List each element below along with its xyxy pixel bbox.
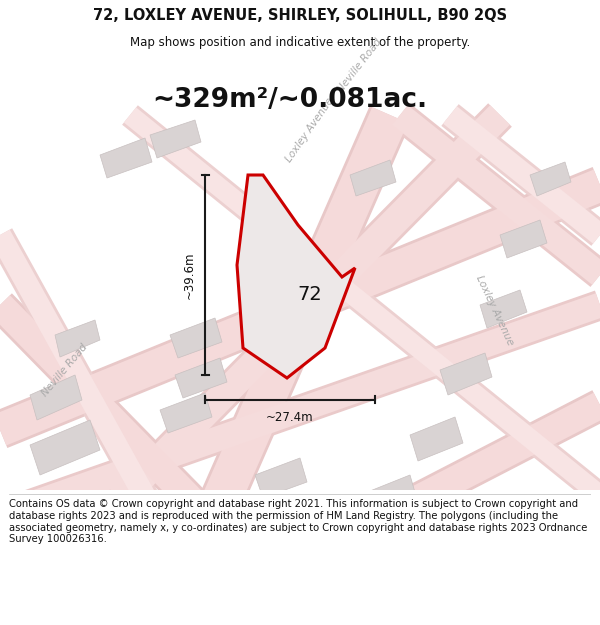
Polygon shape (170, 318, 222, 358)
Polygon shape (175, 358, 227, 398)
Polygon shape (360, 475, 418, 523)
Polygon shape (480, 290, 527, 328)
Polygon shape (440, 353, 492, 395)
Polygon shape (30, 420, 100, 475)
Text: Loxley Avenue: Loxley Avenue (475, 273, 515, 347)
Polygon shape (410, 417, 463, 461)
Polygon shape (30, 375, 82, 420)
Text: Loxley Avenue: Loxley Avenue (284, 96, 336, 164)
Text: ~39.6m: ~39.6m (182, 251, 196, 299)
Text: ~329m²/~0.081ac.: ~329m²/~0.081ac. (152, 87, 428, 113)
Text: 72, LOXLEY AVENUE, SHIRLEY, SOLIHULL, B90 2QS: 72, LOXLEY AVENUE, SHIRLEY, SOLIHULL, B9… (93, 8, 507, 23)
Polygon shape (150, 120, 201, 158)
Polygon shape (55, 320, 100, 357)
Text: Neville Road: Neville Road (336, 36, 384, 94)
Text: Map shows position and indicative extent of the property.: Map shows position and indicative extent… (130, 36, 470, 49)
Text: Contains OS data © Crown copyright and database right 2021. This information is : Contains OS data © Crown copyright and d… (9, 499, 587, 544)
Text: ~27.4m: ~27.4m (266, 411, 314, 424)
Polygon shape (530, 162, 571, 196)
Polygon shape (100, 138, 152, 178)
Polygon shape (237, 175, 355, 378)
Polygon shape (255, 458, 307, 498)
Polygon shape (500, 220, 547, 258)
Polygon shape (220, 498, 272, 538)
Polygon shape (160, 393, 212, 433)
Text: Neville Road: Neville Road (40, 342, 90, 398)
Polygon shape (350, 160, 396, 196)
Text: 72: 72 (298, 286, 322, 304)
